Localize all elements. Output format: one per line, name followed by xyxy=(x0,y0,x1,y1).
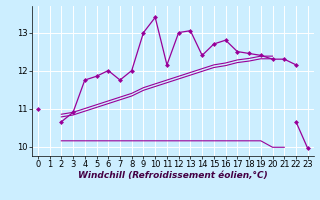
X-axis label: Windchill (Refroidissement éolien,°C): Windchill (Refroidissement éolien,°C) xyxy=(78,171,268,180)
